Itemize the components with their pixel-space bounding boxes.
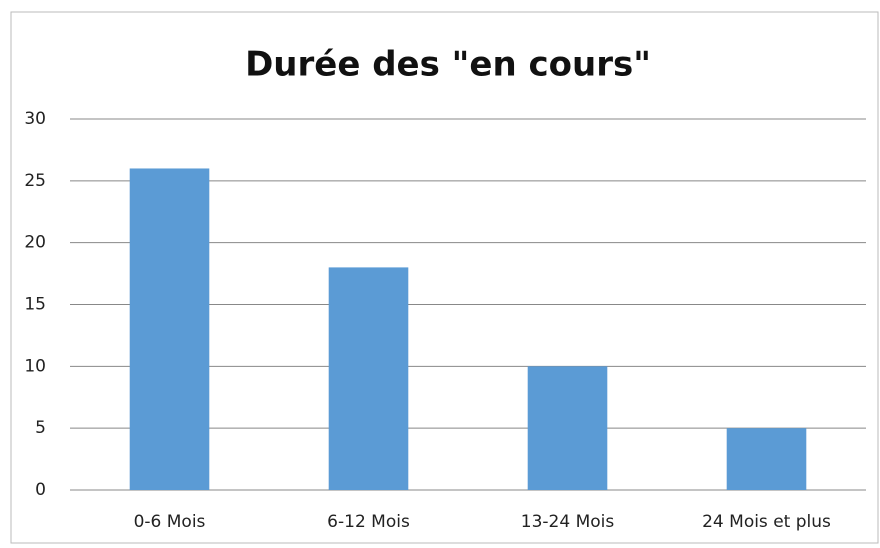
y-tick-label: 10 (24, 356, 46, 376)
y-tick-label: 20 (24, 233, 46, 253)
y-tick-label: 30 (24, 109, 46, 129)
bar (726, 428, 807, 490)
y-tick-label: 15 (24, 295, 46, 315)
bar (129, 168, 210, 490)
y-tick-label: 5 (35, 418, 46, 438)
chart-title: Durée des "en cours" (245, 45, 651, 85)
y-tick-label: 0 (35, 480, 46, 500)
bar (527, 366, 608, 490)
x-tick-label: 24 Mois et plus (702, 512, 831, 532)
x-tick-label: 13-24 Mois (521, 512, 615, 532)
x-tick-label: 6-12 Mois (327, 512, 410, 532)
x-tick-label: 0-6 Mois (134, 512, 206, 532)
y-tick-label: 25 (24, 171, 46, 191)
bar (328, 267, 409, 490)
